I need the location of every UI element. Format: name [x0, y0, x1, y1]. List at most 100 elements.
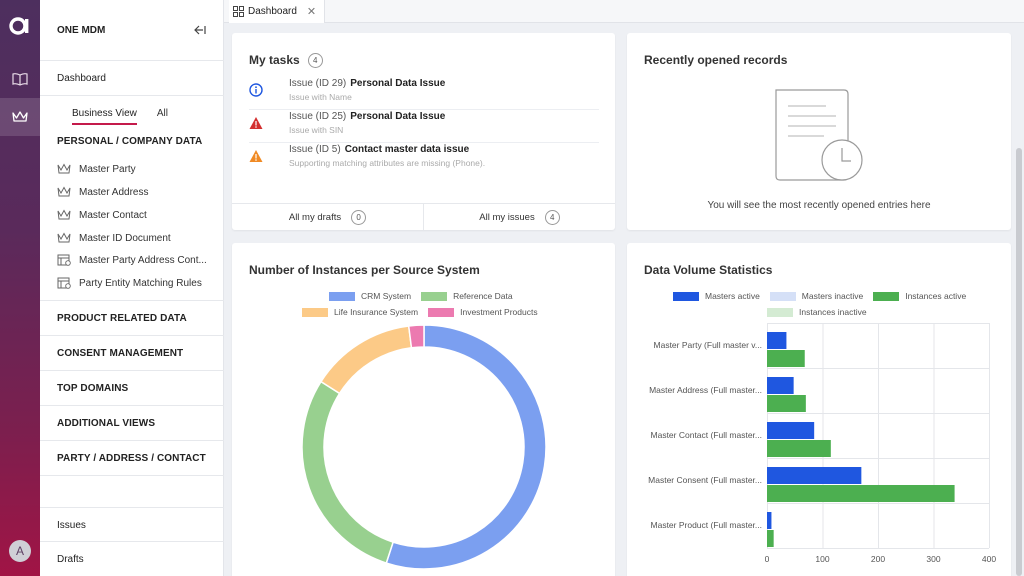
task-description: Supporting matching attributes are missi… [289, 158, 486, 168]
sidebar-item-dashboard[interactable]: Dashboard [40, 61, 224, 96]
collapse-sidebar-icon[interactable] [194, 25, 206, 38]
legend-item[interactable]: Masters inactive [769, 291, 863, 301]
donut-chart[interactable] [296, 319, 552, 575]
user-avatar[interactable]: A [9, 540, 31, 562]
logo-icon[interactable] [8, 14, 32, 38]
crown-icon [57, 209, 71, 220]
bar[interactable] [767, 530, 774, 547]
all-my-issues-label: All my issues [479, 211, 535, 223]
tick-label: 200 [870, 554, 886, 564]
task-description: Issue with Name [289, 92, 352, 102]
book-icon [12, 73, 28, 86]
tab-bar: Dashboard ✕ [224, 0, 1024, 23]
close-icon[interactable]: ✕ [306, 6, 317, 18]
volume-legend: Instances inactive [767, 307, 877, 317]
legend-item[interactable]: CRM System [329, 291, 411, 301]
document-clock-icon [775, 89, 863, 181]
section-personal-company-data[interactable]: PERSONAL / COMPANY DATA [57, 136, 203, 147]
tasks-count-badge: 4 [307, 53, 323, 68]
crown-icon [12, 111, 28, 122]
sidebar-item-label: Master ID Document [79, 232, 171, 244]
sidebar: ONE MDM Dashboard Business View All PERS… [40, 0, 224, 576]
card-title: My tasks 4 [249, 53, 323, 68]
bar[interactable] [767, 467, 862, 484]
my-tasks-title: My tasks [249, 53, 300, 67]
task-description: Issue with SIN [289, 125, 344, 135]
sidebar-item-label: Master Address [79, 186, 149, 198]
sidebar-header: ONE MDM [40, 0, 224, 61]
all-my-drafts-button[interactable]: All my drafts 0 [232, 204, 423, 230]
grid-icon [233, 6, 244, 17]
tab-all[interactable]: All [156, 108, 168, 119]
crown-icon [57, 186, 71, 197]
legend-item[interactable]: Instances active [873, 291, 966, 301]
bar-chart[interactable] [767, 323, 997, 553]
sidebar-item-party-entity-matching-rules[interactable]: Party Entity Matching Rules [57, 277, 217, 289]
donut-title: Number of Instances per Source System [249, 263, 480, 277]
tick-label: 300 [926, 554, 941, 564]
task-title: Issue (ID 25) Personal Data Issue [289, 111, 446, 122]
donut-slice[interactable] [385, 324, 547, 570]
legend-item[interactable]: Instances inactive [767, 307, 867, 317]
crown-nav-button[interactable] [0, 98, 40, 136]
view-tabs: Business View All [72, 108, 168, 125]
recently-opened-card: Recently opened records You will see the… [627, 33, 1011, 230]
legend-item[interactable]: Reference Data [421, 291, 513, 301]
all-my-issues-button[interactable]: All my issues 4 [423, 204, 615, 230]
recently-opened-empty-text: You will see the most recently opened en… [707, 200, 931, 211]
sidebar-item-master-contact[interactable]: Master Contact [57, 209, 217, 221]
section-additional-views[interactable]: ADDITIONAL VIEWS [57, 418, 156, 429]
divider [40, 300, 224, 301]
divider [40, 335, 224, 336]
section-product-related-data[interactable]: PRODUCT RELATED DATA [57, 313, 187, 324]
page-scrollbar[interactable] [1016, 148, 1022, 576]
recently-opened-title: Recently opened records [644, 53, 788, 67]
task-row[interactable]: Issue (ID 29) Personal Data Issue Issue w… [249, 78, 599, 110]
legend-item[interactable]: Life Insurance System [302, 307, 418, 317]
bar[interactable] [767, 485, 955, 502]
section-top-domains[interactable]: TOP DOMAINS [57, 383, 129, 394]
book-nav-button[interactable] [0, 60, 40, 98]
divider [40, 440, 224, 441]
category-label: Master Consent (Full master... [648, 474, 762, 485]
sidebar-item-drafts[interactable]: Drafts [57, 554, 84, 565]
donut-slice[interactable] [407, 324, 425, 349]
tab-dashboard[interactable]: Dashboard ✕ [229, 0, 326, 23]
divider [40, 370, 224, 371]
section-consent-management[interactable]: CONSENT MANAGEMENT [57, 348, 184, 359]
bar[interactable] [767, 377, 794, 394]
divider [40, 507, 224, 508]
donut-slice[interactable] [319, 325, 413, 395]
category-label: Master Party (Full master v... [653, 339, 762, 350]
bar[interactable] [767, 332, 787, 349]
sidebar-item-issues[interactable]: Issues [57, 520, 86, 531]
category-label: Master Product (Full master... [650, 519, 762, 530]
sidebar-item-master-address[interactable]: Master Address [57, 186, 217, 198]
task-row[interactable]: Issue (ID 5) Contact master data issue Su… [249, 144, 599, 176]
bar[interactable] [767, 440, 831, 457]
section-party-address-contact[interactable]: PARTY / ADDRESS / CONTACT [57, 453, 206, 464]
table-icon [57, 277, 71, 289]
bar[interactable] [767, 422, 815, 439]
sidebar-item-master-party[interactable]: Master Party [57, 163, 217, 175]
tab-business-view[interactable]: Business View [72, 108, 137, 125]
app-rail: A [0, 0, 40, 576]
legend-item[interactable]: Investment Products [428, 307, 538, 317]
task-row[interactable]: Issue (ID 25) Personal Data Issue Issue w… [249, 111, 599, 143]
sidebar-dashboard-label: Dashboard [57, 73, 106, 84]
sidebar-item-master-party-address-contact[interactable]: Master Party Address Cont... [57, 254, 217, 266]
sidebar-item-label: Master Contact [79, 209, 147, 221]
task-title: Issue (ID 29) Personal Data Issue [289, 78, 446, 89]
tick-label: 100 [815, 554, 830, 564]
app-title: ONE MDM [57, 25, 106, 36]
bar[interactable] [767, 395, 806, 412]
data-volume-card: Data Volume Statistics Masters active Ma… [627, 243, 1011, 576]
donut-legend: CRM System Reference Data [329, 291, 523, 301]
bar[interactable] [767, 350, 805, 367]
legend-item[interactable]: Masters active [673, 291, 760, 301]
tasks-footer: All my drafts 0 All my issues 4 [232, 203, 615, 230]
sidebar-item-master-id-document[interactable]: Master ID Document [57, 232, 217, 244]
bar[interactable] [767, 512, 772, 529]
donut-slice[interactable] [301, 380, 395, 564]
issues-count-badge: 4 [544, 209, 560, 225]
